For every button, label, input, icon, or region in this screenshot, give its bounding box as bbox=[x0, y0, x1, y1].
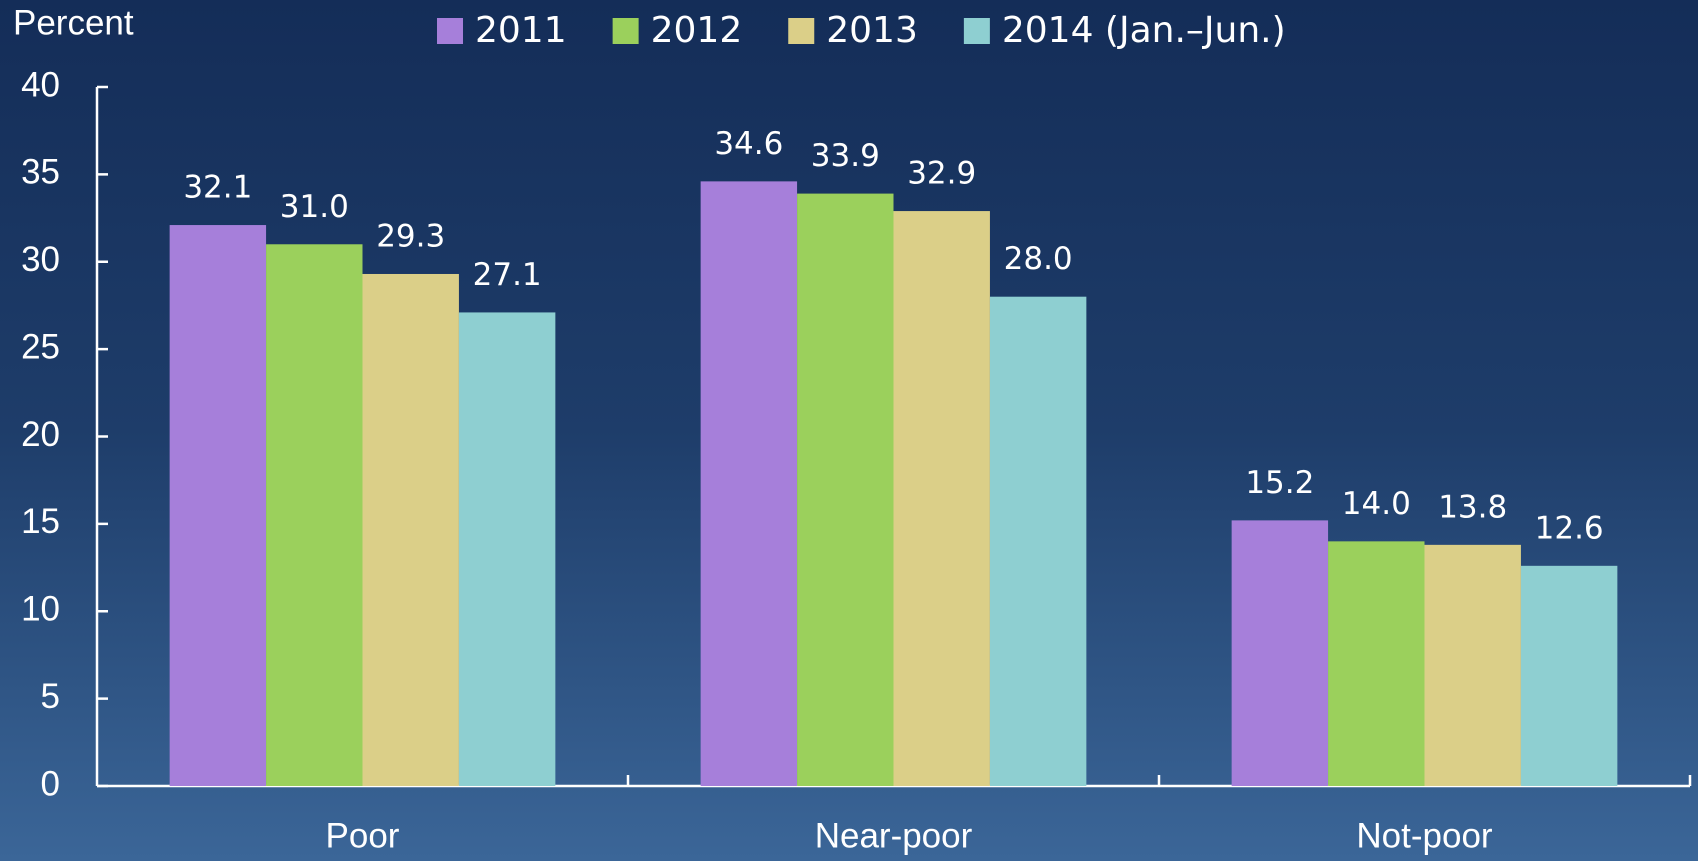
bar bbox=[700, 181, 798, 787]
data-label: 15.2 bbox=[1245, 465, 1314, 501]
data-label: 27.1 bbox=[473, 257, 542, 293]
y-tick-label: 30 bbox=[21, 240, 60, 279]
y-tick-label: 20 bbox=[21, 415, 60, 454]
x-tick-label: Not-poor bbox=[1356, 816, 1493, 855]
legend-swatch bbox=[963, 18, 990, 44]
bar bbox=[1424, 544, 1521, 786]
legend-label: 2012 bbox=[651, 10, 743, 51]
legend-swatch bbox=[612, 18, 639, 44]
data-label: 14.0 bbox=[1342, 486, 1411, 522]
y-tick-label: 40 bbox=[21, 65, 60, 104]
data-label: 12.6 bbox=[1535, 510, 1604, 546]
data-label: 32.9 bbox=[907, 156, 976, 192]
data-label: 28.0 bbox=[1004, 241, 1073, 277]
bar bbox=[1328, 541, 1425, 786]
bar bbox=[362, 273, 459, 786]
legend-swatch bbox=[788, 18, 815, 44]
bar bbox=[169, 225, 267, 787]
legend-swatch bbox=[437, 18, 463, 44]
bar bbox=[1231, 520, 1329, 786]
y-tick-label: 15 bbox=[21, 502, 60, 541]
legend-label: 2014 (Jan.–Jun.) bbox=[1002, 10, 1286, 51]
bar bbox=[893, 211, 990, 786]
bar bbox=[458, 312, 556, 786]
data-label: 13.8 bbox=[1438, 489, 1507, 525]
y-tick-label: 25 bbox=[21, 327, 60, 366]
data-label: 34.6 bbox=[714, 126, 783, 162]
data-label: 32.1 bbox=[183, 170, 252, 206]
y-tick-label: 5 bbox=[41, 677, 60, 716]
y-tick-label: 10 bbox=[21, 590, 60, 629]
x-tick-label: Poor bbox=[326, 816, 400, 855]
legend-label: 2013 bbox=[826, 10, 918, 51]
y-tick-label: 35 bbox=[21, 153, 60, 192]
y-tick-label: 0 bbox=[41, 764, 60, 803]
bar bbox=[989, 296, 1087, 786]
y-axis-label: Percent bbox=[13, 3, 134, 42]
bar bbox=[1520, 565, 1618, 786]
bar bbox=[266, 244, 363, 786]
bar bbox=[797, 193, 894, 786]
legend-label: 2011 bbox=[475, 10, 567, 51]
data-label: 29.3 bbox=[376, 218, 445, 254]
x-tick-label: Near-poor bbox=[815, 816, 973, 855]
data-label: 33.9 bbox=[811, 138, 880, 174]
data-label: 31.0 bbox=[280, 189, 349, 225]
